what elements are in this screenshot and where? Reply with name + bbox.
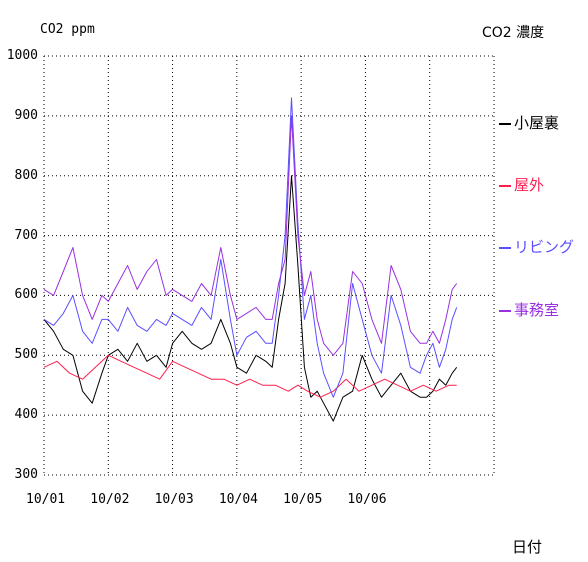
legend-item-attic: 小屋裏 [499,112,559,133]
x-tick-label: 10/04 [218,492,258,507]
x-tick-label: 10/01 [26,492,66,507]
y-tick-label: 500 [14,347,38,363]
series-line-0 [43,175,458,422]
legend-item-office: 事務室 [499,299,559,320]
legend-swatch [499,309,511,312]
y-tick-label: 800 [14,167,38,183]
legend-swatch [499,122,511,125]
legend-label-office: 事務室 [514,301,560,319]
x-tick-label: 10/02 [90,492,130,507]
y-axis-label: CO2 ppm [40,22,95,37]
legend-swatch [499,184,511,187]
series-lines [43,97,458,422]
series-line-3 [43,115,458,356]
y-tick-label: 300 [14,467,38,482]
x-axis-label: 日付 [512,538,543,556]
legend-item-living: リビング [499,236,574,257]
y-tick-label: 700 [14,227,38,243]
y-tick-label: 400 [14,407,38,423]
chart-title: CO2 濃度 [482,25,545,41]
x-tick-label: 10/03 [154,492,194,507]
series-line-1 [43,354,457,398]
legend-label-living: リビング [514,238,575,256]
x-tick-label: 10/05 [283,492,323,507]
legend-label-attic: 小屋裏 [514,114,560,132]
y-tick-label: 600 [14,287,38,303]
x-tick-label: 10/06 [347,492,387,507]
legend-label-outdoor: 屋外 [514,176,545,194]
legend-swatch [499,246,511,249]
series-line-2 [43,97,458,398]
y-tick-label: 900 [14,107,38,123]
legend-item-outdoor: 屋外 [499,174,544,195]
y-tick-label: 1000 [6,48,38,63]
grid-lines [43,55,495,476]
